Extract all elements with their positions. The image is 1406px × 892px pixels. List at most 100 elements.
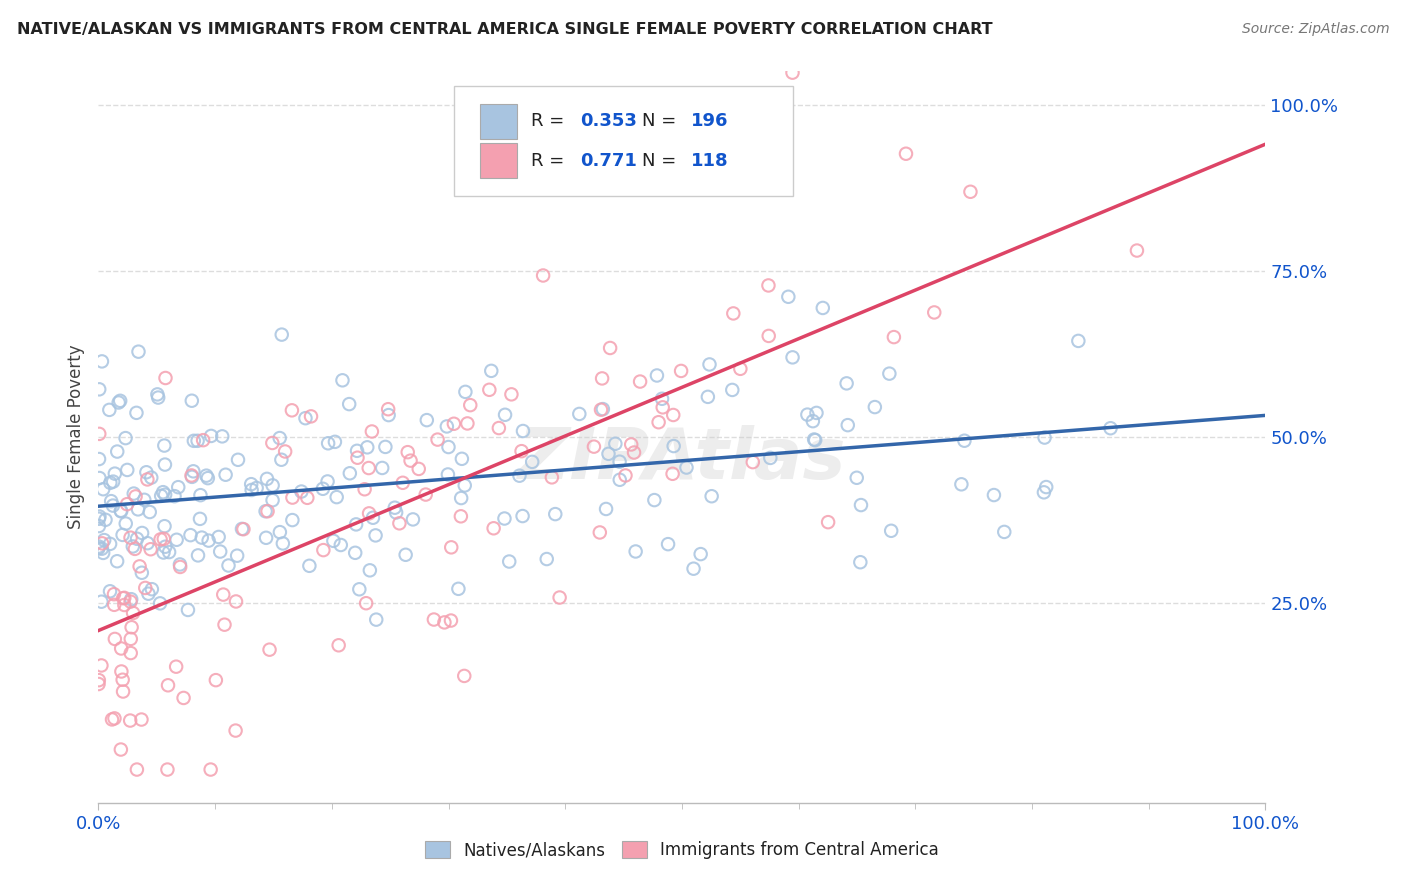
Point — [453, 669, 475, 683]
Point — [322, 533, 344, 548]
Point — [595, 502, 617, 516]
Point — [195, 468, 218, 483]
Point — [364, 528, 387, 542]
Point — [544, 507, 567, 521]
Point — [110, 504, 132, 518]
Point — [281, 513, 304, 527]
Point — [443, 417, 465, 431]
Point — [512, 509, 534, 524]
Point — [148, 391, 170, 405]
Point — [356, 440, 378, 454]
Point — [377, 408, 399, 422]
Text: Source: ZipAtlas.com: Source: ZipAtlas.com — [1241, 22, 1389, 37]
Point — [101, 475, 124, 489]
Point — [120, 531, 142, 545]
Point — [1099, 421, 1122, 435]
Point — [883, 330, 905, 344]
Point — [169, 558, 191, 572]
Point — [262, 493, 284, 508]
Point — [269, 431, 291, 445]
Point — [332, 373, 354, 387]
Point — [270, 452, 292, 467]
Point — [214, 617, 236, 632]
Point — [669, 364, 692, 378]
Point — [344, 546, 367, 560]
Legend: Natives/Alaskans, Immigrants from Central America: Natives/Alaskans, Immigrants from Centra… — [416, 833, 948, 868]
Point — [153, 488, 176, 502]
Point — [87, 541, 110, 556]
Point — [89, 471, 111, 485]
Point — [531, 268, 554, 283]
Point — [188, 512, 211, 526]
Point — [959, 185, 981, 199]
Point — [254, 531, 277, 545]
Point — [240, 483, 263, 497]
Point — [131, 566, 153, 580]
Point — [121, 540, 143, 554]
Point — [153, 458, 176, 472]
Point — [377, 402, 399, 417]
Point — [101, 713, 124, 727]
Point — [482, 521, 505, 535]
Point — [359, 563, 381, 577]
Point — [416, 413, 439, 427]
Point — [112, 684, 135, 698]
Text: R =: R = — [531, 112, 571, 130]
Point — [316, 436, 339, 450]
Point — [173, 690, 195, 705]
Point — [741, 455, 763, 469]
Point — [101, 499, 124, 513]
Point — [134, 581, 156, 595]
Point — [721, 383, 744, 397]
Y-axis label: Single Female Poverty: Single Female Poverty — [66, 345, 84, 529]
Point — [87, 677, 110, 691]
Point — [153, 519, 176, 533]
Point — [91, 482, 114, 496]
Point — [125, 532, 148, 546]
Point — [835, 376, 858, 391]
Point — [112, 598, 135, 612]
Point — [226, 452, 249, 467]
Point — [782, 351, 804, 365]
Point — [408, 462, 430, 476]
Point — [177, 603, 200, 617]
Point — [361, 510, 384, 524]
Point — [124, 541, 146, 556]
Point — [689, 547, 711, 561]
Point — [121, 620, 143, 634]
Point — [281, 403, 304, 417]
Point — [357, 461, 380, 475]
Point — [103, 711, 125, 725]
Point — [183, 434, 205, 448]
Point — [112, 591, 135, 606]
Point — [1067, 334, 1090, 348]
Point — [371, 461, 394, 475]
Point — [270, 327, 292, 342]
Point — [614, 468, 637, 483]
Point — [354, 596, 377, 610]
Point — [111, 673, 134, 687]
Point — [127, 502, 149, 516]
Point — [91, 546, 114, 560]
Point — [478, 383, 501, 397]
Point — [396, 445, 419, 459]
Point — [141, 470, 163, 484]
Point — [271, 536, 294, 550]
Point — [758, 278, 780, 293]
Point — [155, 371, 177, 385]
Point — [879, 367, 901, 381]
Point — [415, 487, 437, 501]
Point — [953, 434, 976, 448]
Point — [181, 464, 204, 478]
Point — [353, 483, 375, 497]
Point — [922, 305, 945, 319]
Point — [152, 485, 174, 500]
Point — [98, 584, 121, 599]
Point — [1032, 485, 1054, 500]
Point — [803, 433, 825, 447]
Point — [385, 506, 408, 520]
Point — [661, 467, 683, 481]
Point — [605, 436, 627, 450]
Point — [104, 467, 127, 481]
Point — [501, 387, 523, 401]
